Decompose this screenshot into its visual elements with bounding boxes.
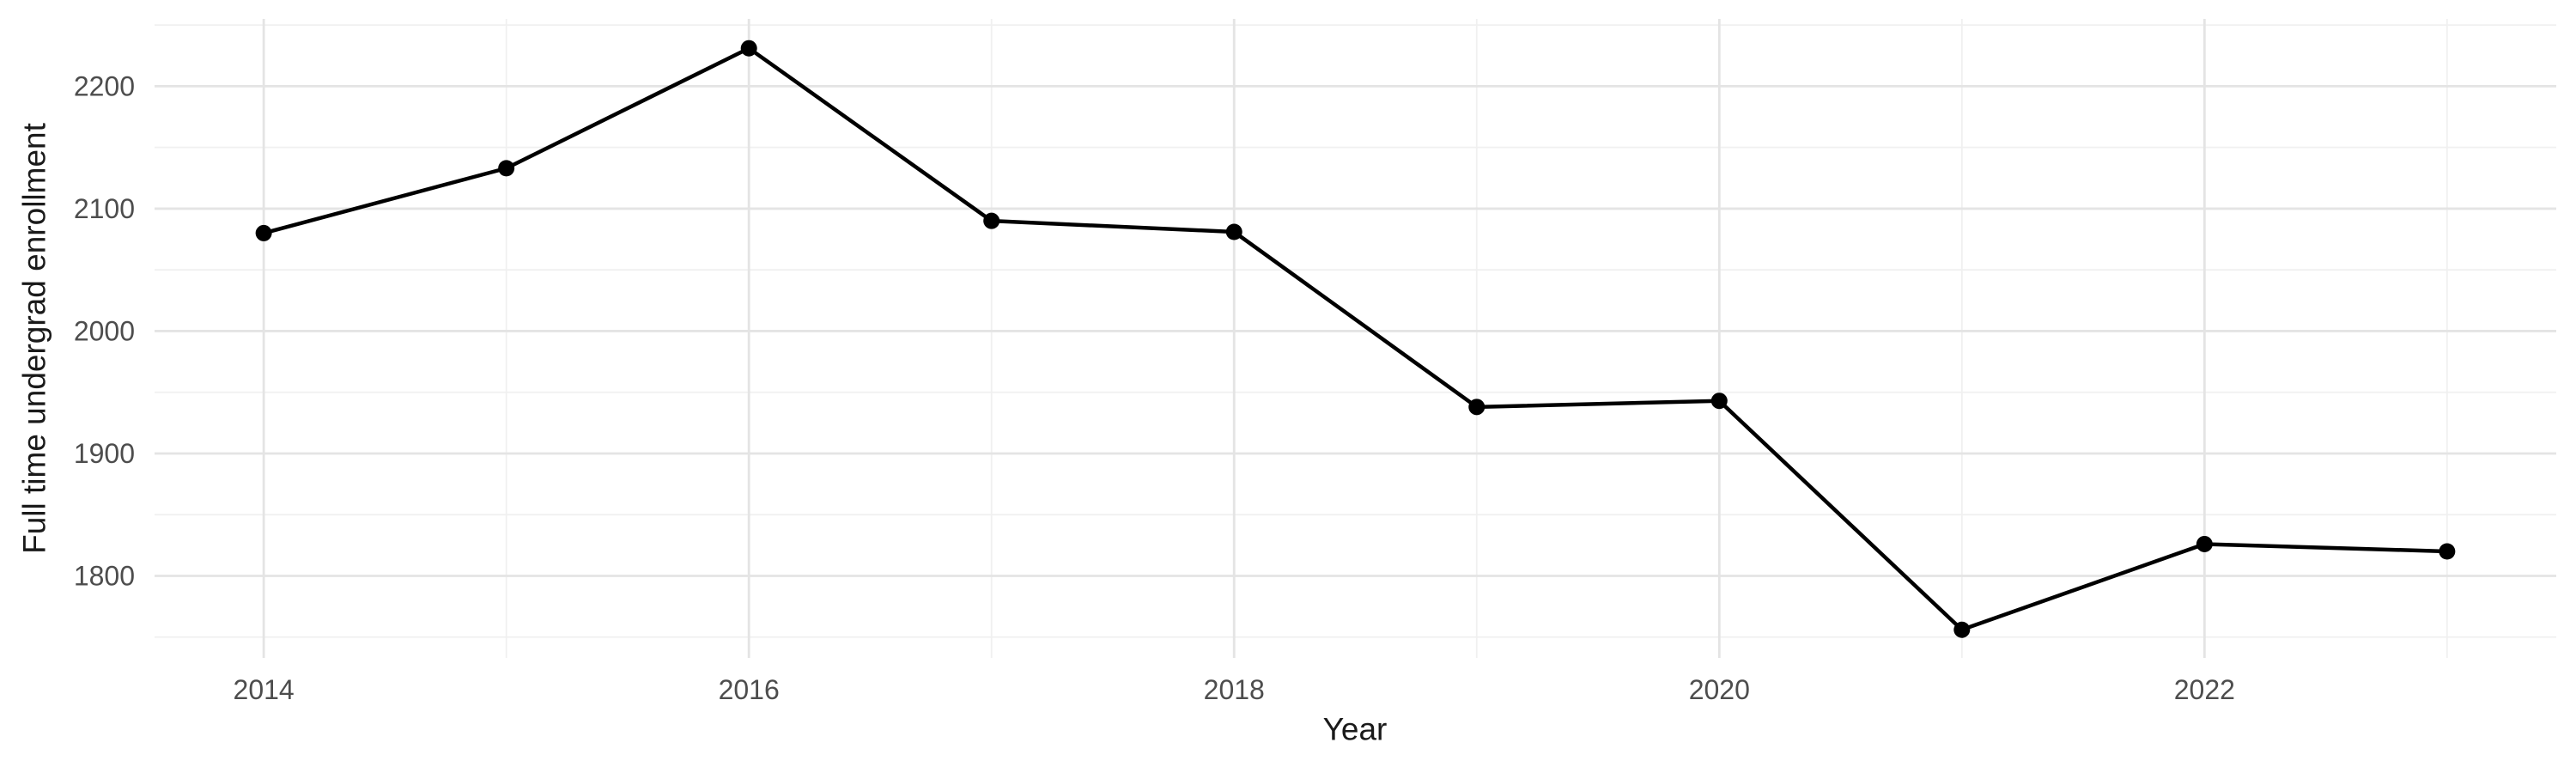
data-point-2014 xyxy=(255,224,272,241)
x-axis-title: Year xyxy=(1322,711,1388,747)
data-point-2019 xyxy=(1468,399,1485,416)
x-tick-label: 2016 xyxy=(719,674,780,705)
x-tick-label: 2022 xyxy=(2174,674,2235,705)
y-tick-label: 2000 xyxy=(74,315,135,346)
data-point-2017 xyxy=(983,212,1000,229)
y-tick-label: 1800 xyxy=(74,561,135,592)
x-tick-label: 2020 xyxy=(1689,674,1750,705)
data-point-2021 xyxy=(1953,621,1971,638)
x-tick-label: 2014 xyxy=(234,674,295,705)
data-point-2016 xyxy=(740,40,757,57)
y-tick-label: 2100 xyxy=(74,193,135,224)
y-axis-title: Full time undergrad enrollment xyxy=(16,123,52,554)
y-tick-label: 1900 xyxy=(74,438,135,469)
data-point-2022 xyxy=(2196,535,2213,552)
y-tick-label: 2200 xyxy=(74,70,135,101)
x-tick-label: 2018 xyxy=(1204,674,1265,705)
data-point-2015 xyxy=(498,160,515,177)
data-point-2020 xyxy=(1710,393,1728,410)
enrollment-line xyxy=(263,46,2447,632)
data-point-2018 xyxy=(1225,223,1242,240)
data-point-2023 xyxy=(2439,543,2456,560)
